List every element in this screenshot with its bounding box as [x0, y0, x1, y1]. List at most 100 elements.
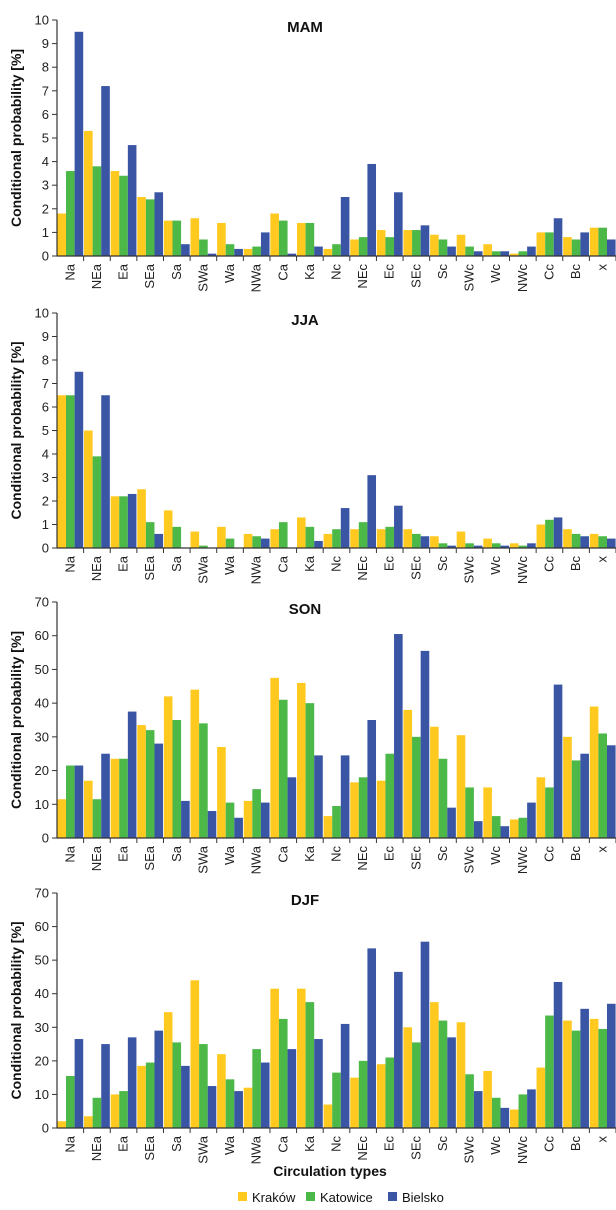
y-tick-label: 7 [42, 376, 49, 391]
x-tick-label: Wa [222, 555, 237, 575]
bar-SEc-krakw [403, 1027, 413, 1128]
bar-NEa-krakw [84, 780, 93, 838]
bar-Ea-bielsko [127, 493, 137, 548]
x-tick-label: Nc [329, 556, 344, 572]
bar-Wa-krakw [217, 746, 226, 838]
bar-Sc-bielsko [447, 1037, 456, 1128]
bar-Nc-katowice [332, 1072, 341, 1128]
y-tick-label: 10 [35, 1087, 49, 1102]
bar-NWc-katowice [518, 817, 528, 838]
bar-Sc-bielsko [447, 807, 456, 838]
panel-son: 0 10 20 30 40 50 60 70 Na NEa Ea SEa Sa SWa Wa NWa Ca Ka N… [8, 595, 616, 874]
bar-Ka-bielsko [314, 246, 323, 256]
bar-Ka-katowice [305, 222, 315, 256]
bar-SWc-krakw [456, 735, 466, 838]
bar-x-katowice [598, 733, 607, 838]
bar-NWc-krakw [509, 1109, 519, 1128]
bar-NWa-bielsko [260, 538, 270, 548]
y-tick-label: 70 [35, 595, 49, 610]
x-tick-label: Sa [169, 845, 184, 862]
x-tick-label: Ec [382, 1136, 397, 1152]
y-tick-label: 4 [42, 154, 49, 169]
x-tick-label: Sa [169, 1135, 184, 1152]
y-tick-label: 3 [42, 178, 49, 193]
y-tick-label: 6 [42, 107, 49, 122]
bar-Wa-bielsko [234, 1091, 243, 1128]
x-tick-label: NEc [355, 1136, 370, 1161]
y-tick-label: 4 [42, 447, 49, 462]
x-tick-label: Cc [541, 1136, 556, 1152]
bar-NEc-katowice [358, 777, 368, 838]
bar-SWc-katowice [465, 246, 474, 256]
panel-title: DJF [291, 892, 319, 909]
x-tick-label: Sc [435, 1136, 450, 1152]
bar-SWc-krakw [456, 531, 466, 548]
panel-title: MAM [287, 19, 323, 36]
x-tick-label: Cc [541, 556, 556, 572]
x-tick-label: Na [62, 263, 77, 280]
y-axis-label: Conditional probability [%] [8, 921, 24, 1099]
bar-Ka-katowice [305, 1002, 315, 1128]
y-tick-label: 70 [35, 886, 49, 901]
x-tick-label: SWa [195, 845, 210, 873]
bar-Nc-bielsko [340, 508, 350, 548]
bar-SEc-katowice [412, 230, 421, 256]
bar-NWa-katowice [252, 536, 261, 548]
bar-Bc-bielsko [580, 232, 589, 256]
bar-NWc-bielsko [527, 802, 536, 838]
x-tick-label: Wc [488, 846, 503, 865]
y-tick-label: 10 [35, 306, 49, 321]
bar-SEc-katowice [412, 533, 421, 548]
bar-x-katowice [598, 536, 607, 548]
bar-Wa-krakw [217, 526, 226, 548]
x-tick-label: SEa [142, 263, 157, 288]
bar-Wa-katowice [225, 802, 235, 838]
bar-Ea-krakw [110, 1094, 120, 1128]
x-tick-label: x [595, 1136, 610, 1143]
bar-NEa-katowice [92, 799, 102, 838]
bar-NWc-bielsko [527, 543, 536, 548]
bar-SEc-bielsko [420, 536, 430, 548]
bar-Sc-katowice [438, 1020, 448, 1128]
bar-x-krakw [589, 227, 599, 256]
bar-Wc-krakw [483, 244, 492, 256]
bar-NWa-katowice [252, 246, 261, 256]
x-tick-label: x [595, 264, 610, 271]
bar-Wc-katowice [491, 251, 501, 256]
bar-Wc-bielsko [500, 545, 510, 548]
bar-Cc-bielsko [553, 517, 563, 548]
x-tick-label: Bc [568, 264, 583, 280]
bar-Wa-katowice [225, 538, 235, 548]
x-tick-label: SWc [462, 556, 477, 584]
bar-NWc-krakw [509, 253, 519, 256]
bar-Cc-katowice [545, 519, 554, 548]
x-tick-label: Wa [222, 845, 237, 865]
y-axis-label: Conditional probability [%] [8, 49, 24, 227]
bar-x-katowice [598, 227, 607, 256]
x-tick-label: Ec [382, 264, 397, 280]
bar-SEa-katowice [145, 730, 155, 838]
x-tick-label: SWc [462, 1136, 477, 1164]
bar-Wc-bielsko [500, 826, 510, 838]
bar-Na-katowice [66, 395, 75, 548]
bar-SEa-bielsko [154, 192, 164, 256]
x-tick-label: Ka [302, 555, 317, 572]
bar-SEa-katowice [145, 1062, 155, 1128]
x-tick-label: SEa [142, 845, 157, 870]
x-tick-label: NEa [89, 1135, 104, 1161]
x-tick-label: SEa [142, 1135, 157, 1160]
bar-Ka-bielsko [314, 1039, 323, 1128]
bar-x-krakw [589, 1018, 599, 1128]
bar-Sa-katowice [172, 526, 182, 548]
legend-swatch-katowice [306, 1192, 315, 1201]
bar-Nc-krakw [323, 533, 333, 548]
bar-x-krakw [589, 533, 599, 548]
bar-Bc-krakw [563, 736, 572, 838]
bar-SEa-katowice [145, 522, 155, 548]
y-tick-label: 0 [42, 249, 49, 264]
x-tick-label: SEa [142, 555, 157, 580]
x-tick-label: Nc [329, 1136, 344, 1152]
x-tick-label: Ka [302, 845, 317, 862]
bar-Sc-krakw [430, 726, 439, 838]
bar-Nc-katowice [332, 805, 341, 838]
